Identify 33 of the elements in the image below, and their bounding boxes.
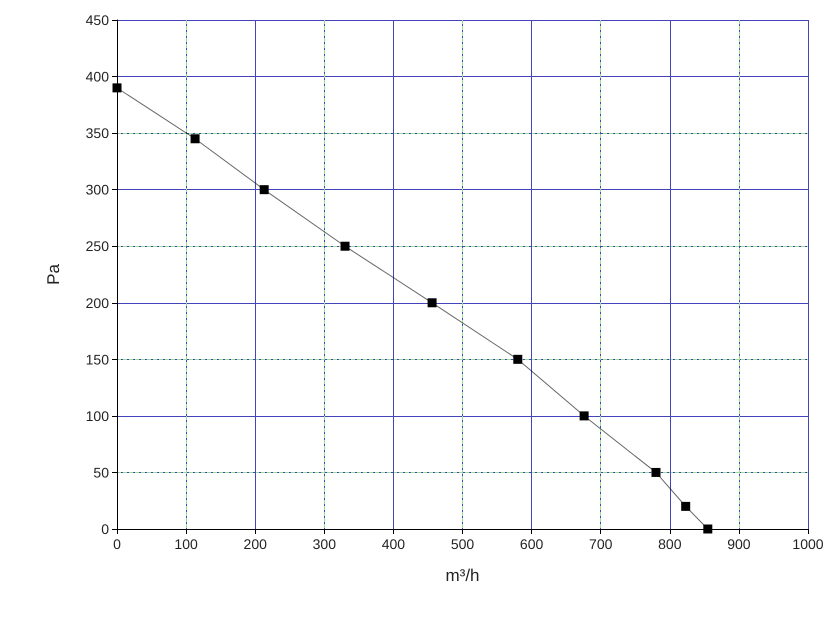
point [580, 411, 589, 420]
point [651, 468, 660, 477]
x-tick-label: 400 [382, 536, 406, 552]
x-tick-label: 700 [589, 536, 613, 552]
point [260, 185, 269, 194]
y-tick-label: 400 [86, 68, 110, 85]
point [190, 134, 200, 144]
x-tick-label: 1000 [792, 536, 824, 552]
y-tick-label: 300 [86, 182, 110, 198]
y-tick-label: 450 [86, 12, 110, 28]
y-tick-label: 0 [101, 521, 110, 537]
y-tick-label: 150 [86, 351, 110, 368]
y-tick-label: 200 [86, 294, 110, 311]
point [112, 83, 122, 92]
x-tick-label: 500 [450, 536, 474, 552]
x-axis-title: m³/h [446, 566, 480, 585]
y-axis-title: Pa [44, 264, 63, 285]
point [340, 242, 350, 251]
y-tick-label: 350 [86, 125, 110, 142]
x-tick-label: 800 [658, 536, 682, 552]
point [428, 298, 437, 308]
x-tick-label: 200 [244, 536, 268, 552]
y-tick-label: 50 [93, 464, 110, 480]
x-tick-label: 900 [727, 536, 751, 552]
x-tick-label: 0 [113, 536, 122, 552]
point [681, 502, 690, 511]
x-tick-label: 100 [174, 536, 198, 552]
x-tick-label: 600 [520, 536, 544, 552]
y-tick-label: 100 [86, 408, 110, 424]
point [703, 524, 712, 534]
y-tick-label: 250 [86, 238, 110, 254]
point [513, 354, 522, 364]
x-tick-label: 300 [312, 536, 336, 552]
